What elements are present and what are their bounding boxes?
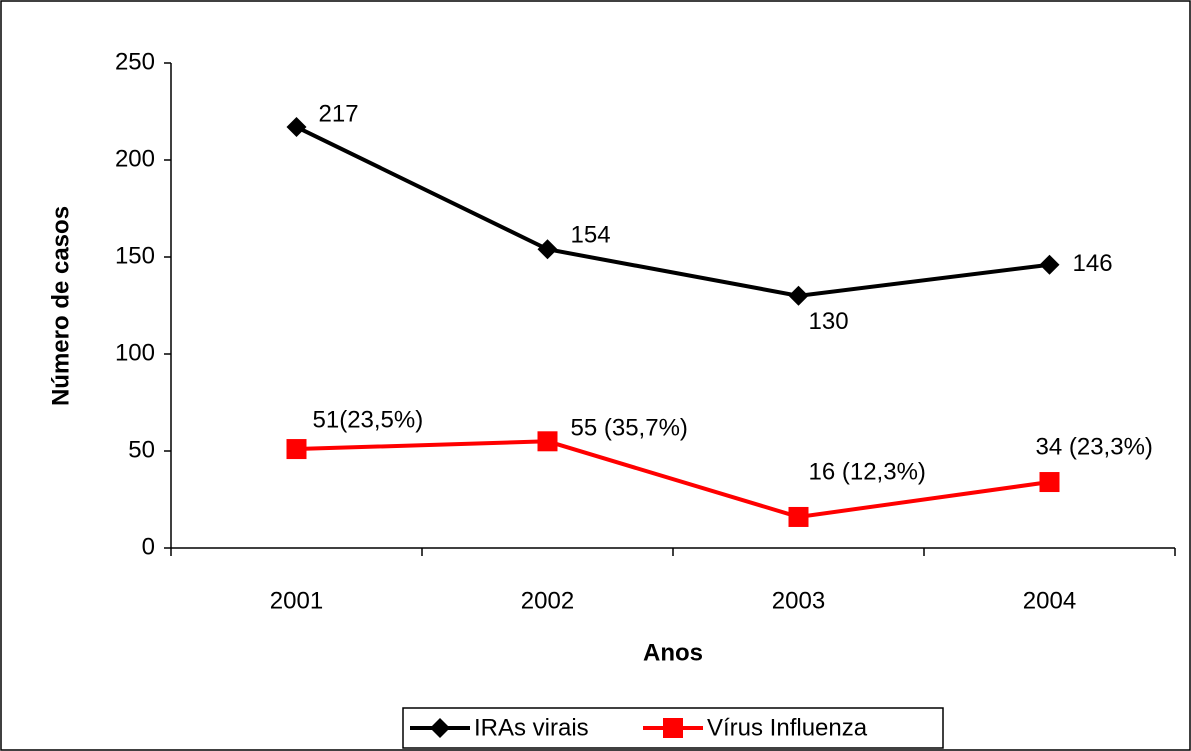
point xyxy=(788,285,809,306)
point xyxy=(1039,472,1060,493)
y-tick-label: 0 xyxy=(142,533,155,560)
y-tick-label: 150 xyxy=(115,242,155,269)
data-label: 55 (35,7%) xyxy=(571,415,688,442)
data-label: 34 (23,3%) xyxy=(1036,433,1153,460)
y-tick-label: 50 xyxy=(128,436,155,463)
point xyxy=(286,439,307,460)
line xyxy=(296,439,1050,520)
legend-label: IRAs virais xyxy=(474,714,589,741)
x-tick-label: 2002 xyxy=(521,587,574,614)
point xyxy=(537,239,558,260)
legend-marker xyxy=(663,718,683,738)
data-label: 217 xyxy=(319,100,359,127)
y-tick-label: 200 xyxy=(115,145,155,172)
x-tick-label: 2003 xyxy=(772,587,825,614)
x-axis-title: Anos xyxy=(643,639,703,666)
point xyxy=(788,506,809,527)
line xyxy=(295,125,1050,298)
x-tick-label: 2004 xyxy=(1023,587,1076,614)
y-axis-title: Número de casos xyxy=(47,206,74,406)
point xyxy=(1039,254,1060,275)
data-label: 16 (12,3%) xyxy=(809,458,926,485)
legend-marker xyxy=(430,718,450,738)
data-label: 146 xyxy=(1073,250,1113,277)
point xyxy=(537,431,558,452)
point xyxy=(286,117,307,138)
y-tick-label: 250 xyxy=(115,48,155,75)
data-label: 130 xyxy=(809,308,849,335)
data-label: 51(23,5%) xyxy=(313,406,424,433)
x-tick-label: 2001 xyxy=(270,587,323,614)
data-label: 154 xyxy=(571,222,611,249)
y-tick-label: 100 xyxy=(115,339,155,366)
legend-label: Vírus Influenza xyxy=(707,714,868,741)
